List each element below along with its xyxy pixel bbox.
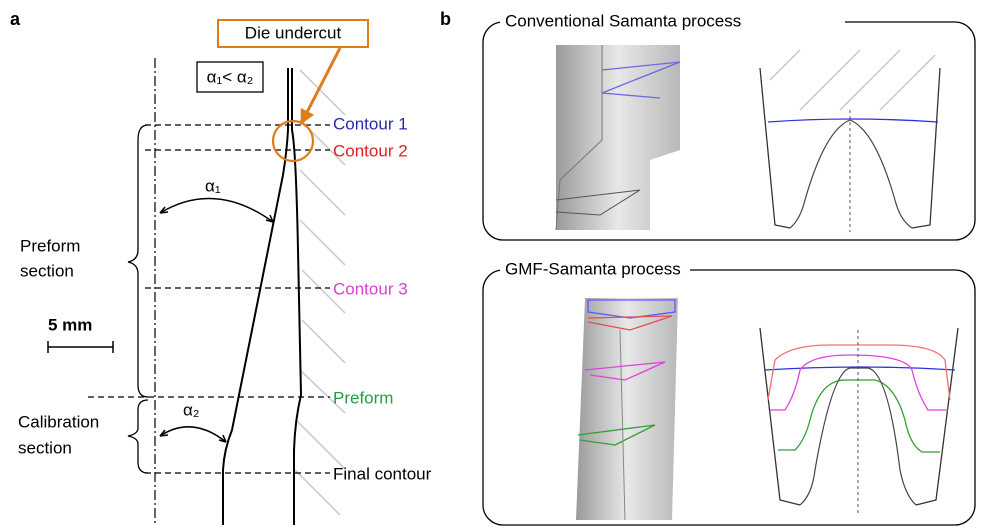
brace bbox=[127, 124, 149, 398]
callout-box bbox=[217, 19, 369, 48]
condition-box bbox=[196, 61, 264, 93]
part-profile bbox=[799, 367, 917, 506]
section-label: Preform bbox=[20, 236, 80, 255]
contour-trace bbox=[601, 61, 681, 99]
panel-title: GMF-Samanta process bbox=[505, 259, 681, 278]
brace bbox=[127, 399, 149, 474]
part-profile bbox=[789, 119, 913, 229]
scale-bar bbox=[47, 341, 114, 353]
panel-title: Conventional Samanta process bbox=[505, 11, 741, 30]
die-contour bbox=[291, 68, 303, 525]
section-label: section bbox=[20, 261, 74, 280]
contour-trace bbox=[555, 189, 641, 216]
panel-frame bbox=[482, 269, 976, 526]
render bbox=[576, 298, 678, 520]
die-wall bbox=[759, 327, 959, 506]
condition-label: α₁< α₂ bbox=[207, 67, 254, 86]
contour-label: Contour 3 bbox=[333, 279, 408, 298]
section-label: section bbox=[18, 438, 72, 457]
callout-circle bbox=[271, 119, 315, 163]
panel-label: b bbox=[440, 9, 451, 29]
angle-arc bbox=[159, 426, 227, 443]
callout-label: Die undercut bbox=[245, 23, 342, 42]
title-mask bbox=[500, 12, 845, 32]
panel-label: a bbox=[10, 9, 21, 29]
scale-label: 5 mm bbox=[48, 315, 92, 334]
contour-trace bbox=[577, 424, 656, 446]
contour-label: Contour 1 bbox=[333, 114, 408, 133]
part-contour bbox=[222, 68, 289, 525]
arc-arrowhead bbox=[159, 429, 227, 443]
angle-label: α₁ bbox=[205, 176, 221, 195]
title-mask bbox=[500, 260, 690, 280]
contour-trace bbox=[764, 366, 956, 371]
contour-label: Final contour bbox=[333, 464, 432, 483]
render bbox=[556, 45, 680, 230]
callout-arrow bbox=[300, 47, 342, 125]
contour-label: Preform bbox=[333, 388, 393, 407]
arc-arrowhead bbox=[159, 206, 274, 223]
contour-trace bbox=[767, 344, 951, 401]
contour-trace bbox=[587, 315, 673, 331]
contour-label: Contour 2 bbox=[333, 141, 408, 160]
contour-trace bbox=[587, 299, 676, 319]
contour-trace bbox=[778, 379, 940, 453]
angle-label: α₂ bbox=[183, 400, 199, 419]
die-hatch bbox=[769, 49, 936, 111]
contour-trace bbox=[584, 361, 666, 381]
die-wall bbox=[759, 67, 941, 229]
render-edge bbox=[619, 329, 626, 521]
section-label: Calibration bbox=[18, 412, 99, 431]
contour-trace bbox=[770, 354, 948, 411]
angle-arc bbox=[159, 197, 274, 223]
contour-trace bbox=[767, 118, 939, 123]
